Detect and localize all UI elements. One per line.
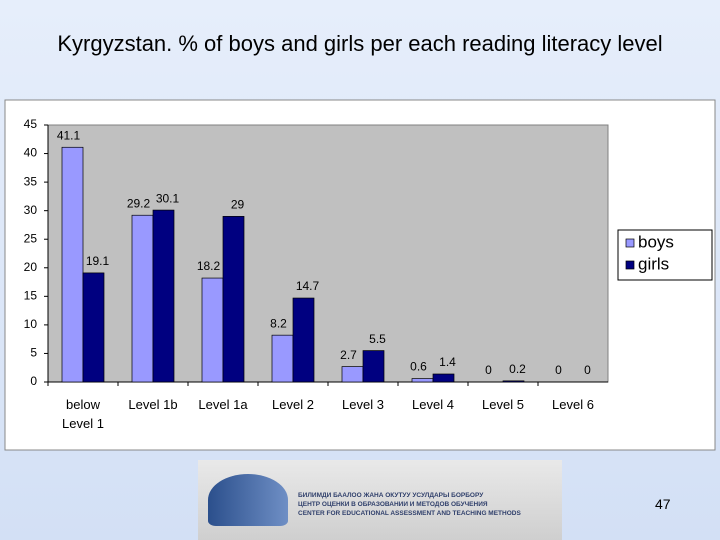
bar (271, 334, 294, 383)
bar (82, 272, 105, 383)
bar (201, 277, 224, 383)
bar (292, 297, 315, 383)
data-label: 30.1 (156, 191, 180, 205)
y-tick-label: 40 (24, 146, 38, 160)
logo-emblem (208, 474, 288, 526)
data-label: 0 (555, 363, 562, 377)
x-tick-label: below Level 1 (62, 397, 104, 431)
y-tick-label: 20 (24, 260, 38, 274)
x-tick-label: Level 6 (552, 397, 594, 412)
data-label: 0 (485, 363, 492, 377)
chart-title: Kyrgyzstan. % of boys and girls per each… (57, 31, 663, 56)
data-label: 18.2 (197, 259, 221, 273)
x-tick-label: Level 1a (198, 397, 248, 412)
bar (502, 380, 525, 383)
bar (61, 146, 84, 383)
y-tick-label: 45 (24, 117, 38, 131)
y-tick-label: 35 (24, 174, 38, 188)
y-tick-label: 5 (30, 346, 37, 360)
bar (362, 350, 385, 383)
legend-swatch (625, 238, 635, 248)
data-label: 29 (231, 198, 245, 212)
bar (222, 216, 245, 383)
data-label: 0.2 (509, 362, 526, 376)
y-tick-label: 25 (24, 231, 38, 245)
x-tick-label: Level 2 (272, 397, 314, 412)
bar (152, 209, 175, 383)
data-label: 0.6 (410, 360, 427, 374)
slide-number: 47 (655, 496, 671, 512)
data-label: 8.2 (270, 316, 287, 330)
bar (341, 366, 364, 383)
bar (411, 378, 434, 383)
logo-text: CENTER FOR EDUCATIONAL ASSESSMENT AND TE… (298, 510, 521, 517)
y-tick-label: 30 (24, 203, 38, 217)
x-tick-label: Level 4 (412, 397, 454, 412)
logo: БИЛИМДИ БААЛОО ЖАНА ОКУТУУ УСУЛДАРЫ БОРБ… (198, 460, 562, 540)
data-label: 19.1 (86, 254, 110, 268)
logo-text: БИЛИМДИ БААЛОО ЖАНА ОКУТУУ УСУЛДАРЫ БОРБ… (298, 492, 484, 499)
data-label: 5.5 (369, 332, 386, 346)
bar (432, 373, 455, 383)
x-tick-label: Level 1b (128, 397, 178, 412)
data-label: 14.7 (296, 279, 320, 293)
y-tick-label: 10 (24, 317, 38, 331)
legend-label: girls (638, 254, 669, 273)
data-label: 0 (584, 363, 591, 377)
y-tick-label: 15 (24, 289, 38, 303)
data-label: 1.4 (439, 355, 456, 369)
x-tick-label: Level 3 (342, 397, 384, 412)
logo-text: ЦЕНТР ОЦЕНКИ В ОБРАЗОВАНИИ И МЕТОДОВ ОБУ… (298, 501, 488, 508)
legend-label: boys (638, 232, 674, 251)
x-tick-label: Level 5 (482, 397, 524, 412)
data-label: 29.2 (127, 196, 151, 210)
data-label: 41.1 (57, 128, 81, 142)
data-label: 2.7 (340, 348, 357, 362)
legend-box (617, 229, 713, 281)
y-tick-label: 0 (30, 374, 37, 388)
bar (131, 214, 154, 383)
legend-swatch (625, 260, 635, 270)
